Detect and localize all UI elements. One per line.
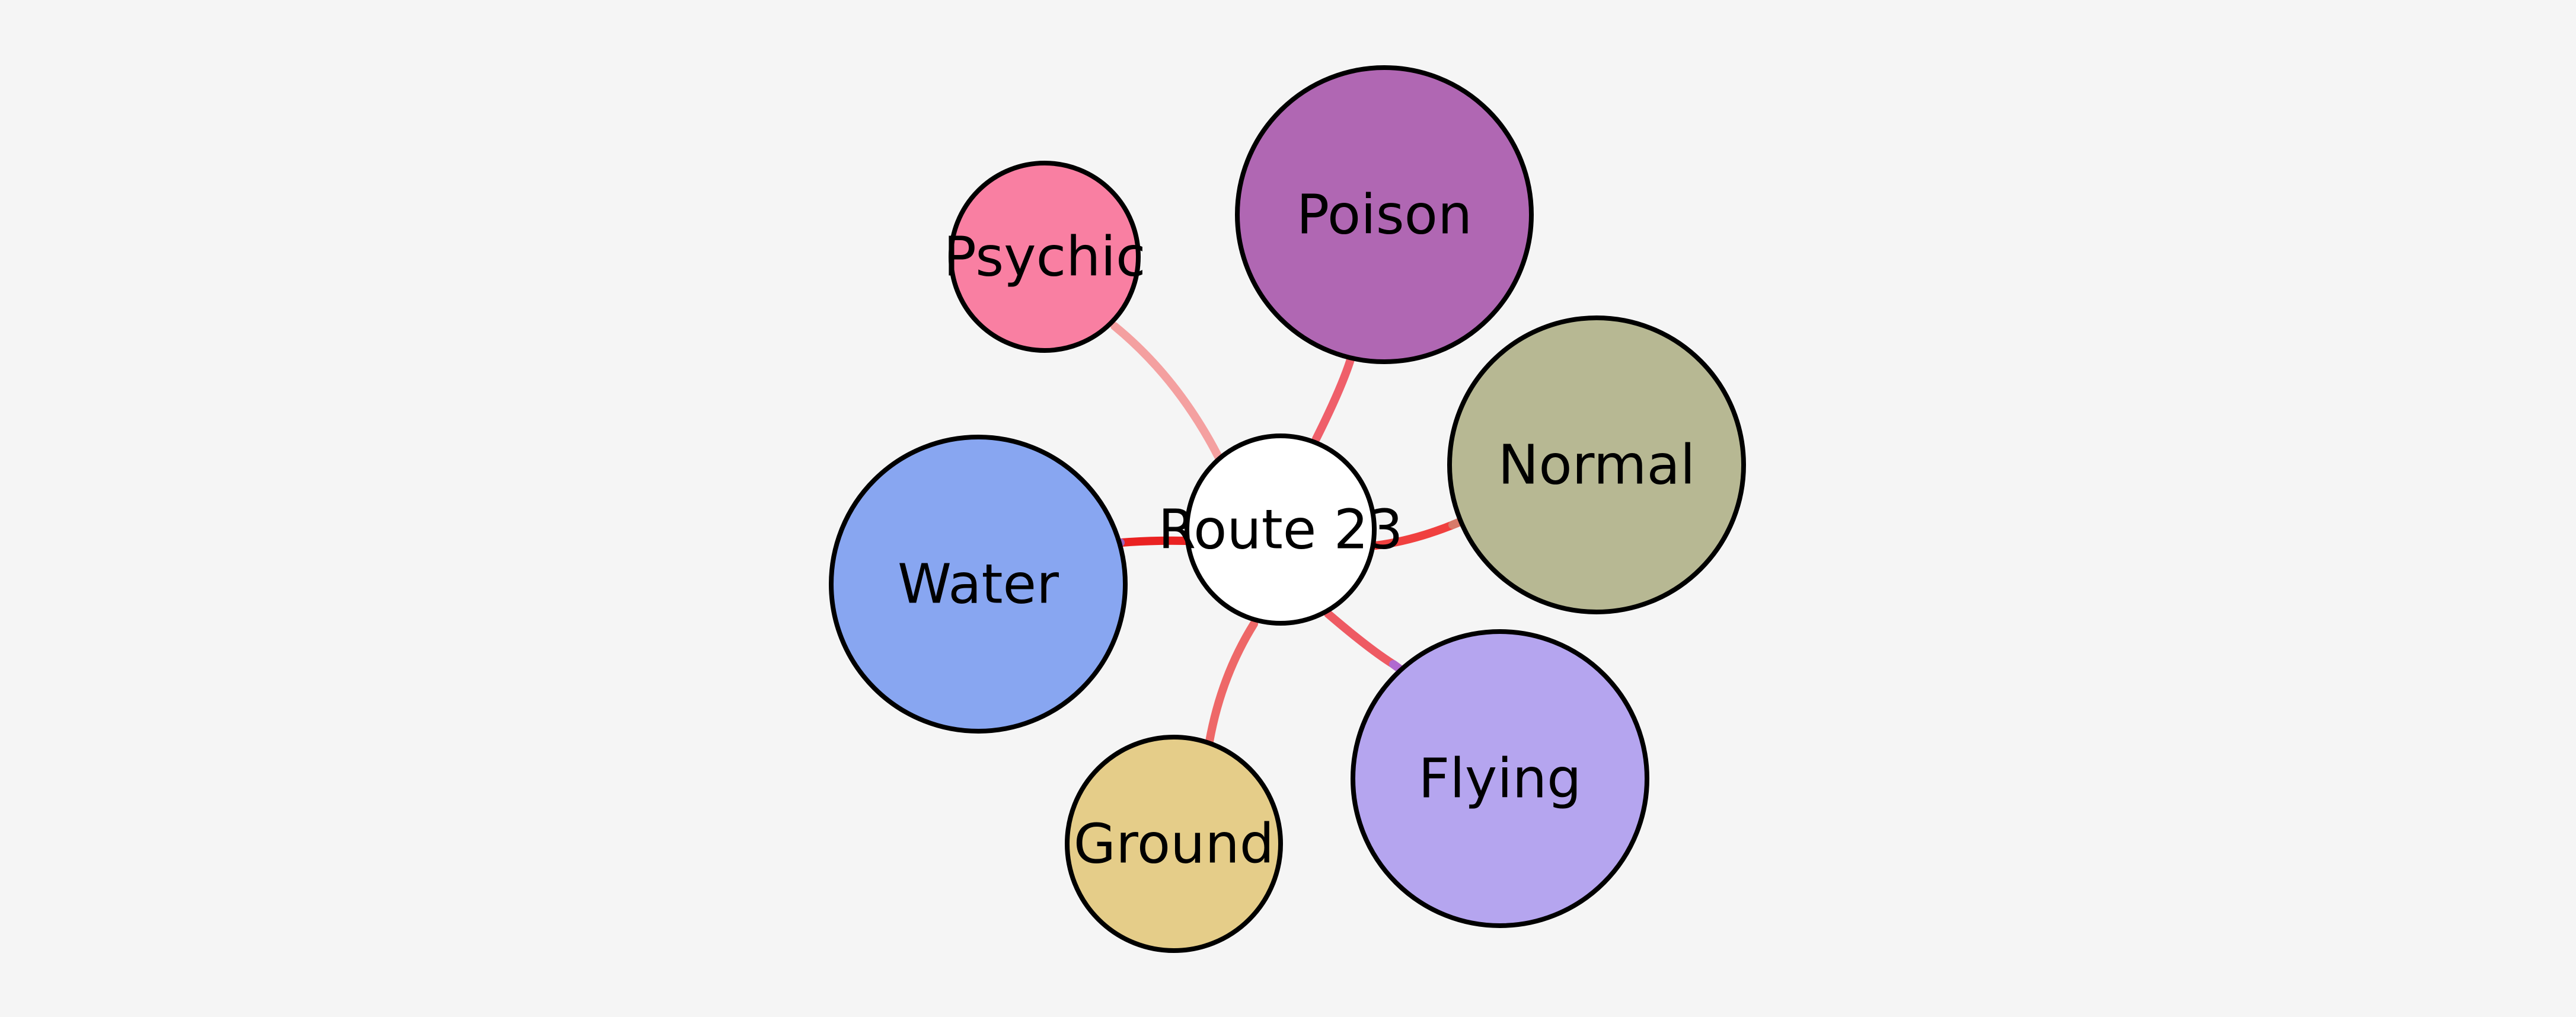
node-psychic-label: Psychic — [943, 225, 1145, 289]
link-psychic — [1110, 322, 1225, 467]
node-ground-circle[interactable] — [1065, 735, 1283, 953]
link-ground — [1205, 620, 1258, 745]
node-flying-circle[interactable] — [1351, 629, 1649, 928]
nodes-layer: Psychic Poison Normal Water Flying Groun… — [829, 65, 1746, 953]
node-flying-label: Flying — [1418, 747, 1581, 811]
node-normal-circle[interactable] — [1447, 315, 1746, 614]
node-psychic-circle[interactable] — [949, 161, 1141, 353]
node-water-circle[interactable] — [829, 435, 1128, 734]
node-center[interactable]: Route 23 — [1158, 433, 1403, 626]
node-water-label: Water — [898, 553, 1059, 616]
node-poison-label: Poison — [1297, 183, 1473, 247]
node-poison[interactable]: Poison — [1235, 65, 1534, 364]
node-flying[interactable]: Flying — [1351, 629, 1649, 928]
node-center-label: Route 23 — [1158, 498, 1403, 562]
node-psychic[interactable]: Psychic — [943, 161, 1146, 353]
node-poison-circle[interactable] — [1235, 65, 1534, 364]
node-water[interactable]: Water — [829, 435, 1128, 734]
node-normal-label: Normal — [1498, 433, 1696, 497]
node-ground[interactable]: Ground — [1065, 735, 1283, 953]
node-center-circle[interactable] — [1185, 433, 1377, 626]
node-ground-label: Ground — [1074, 812, 1274, 876]
node-normal[interactable]: Normal — [1447, 315, 1746, 614]
